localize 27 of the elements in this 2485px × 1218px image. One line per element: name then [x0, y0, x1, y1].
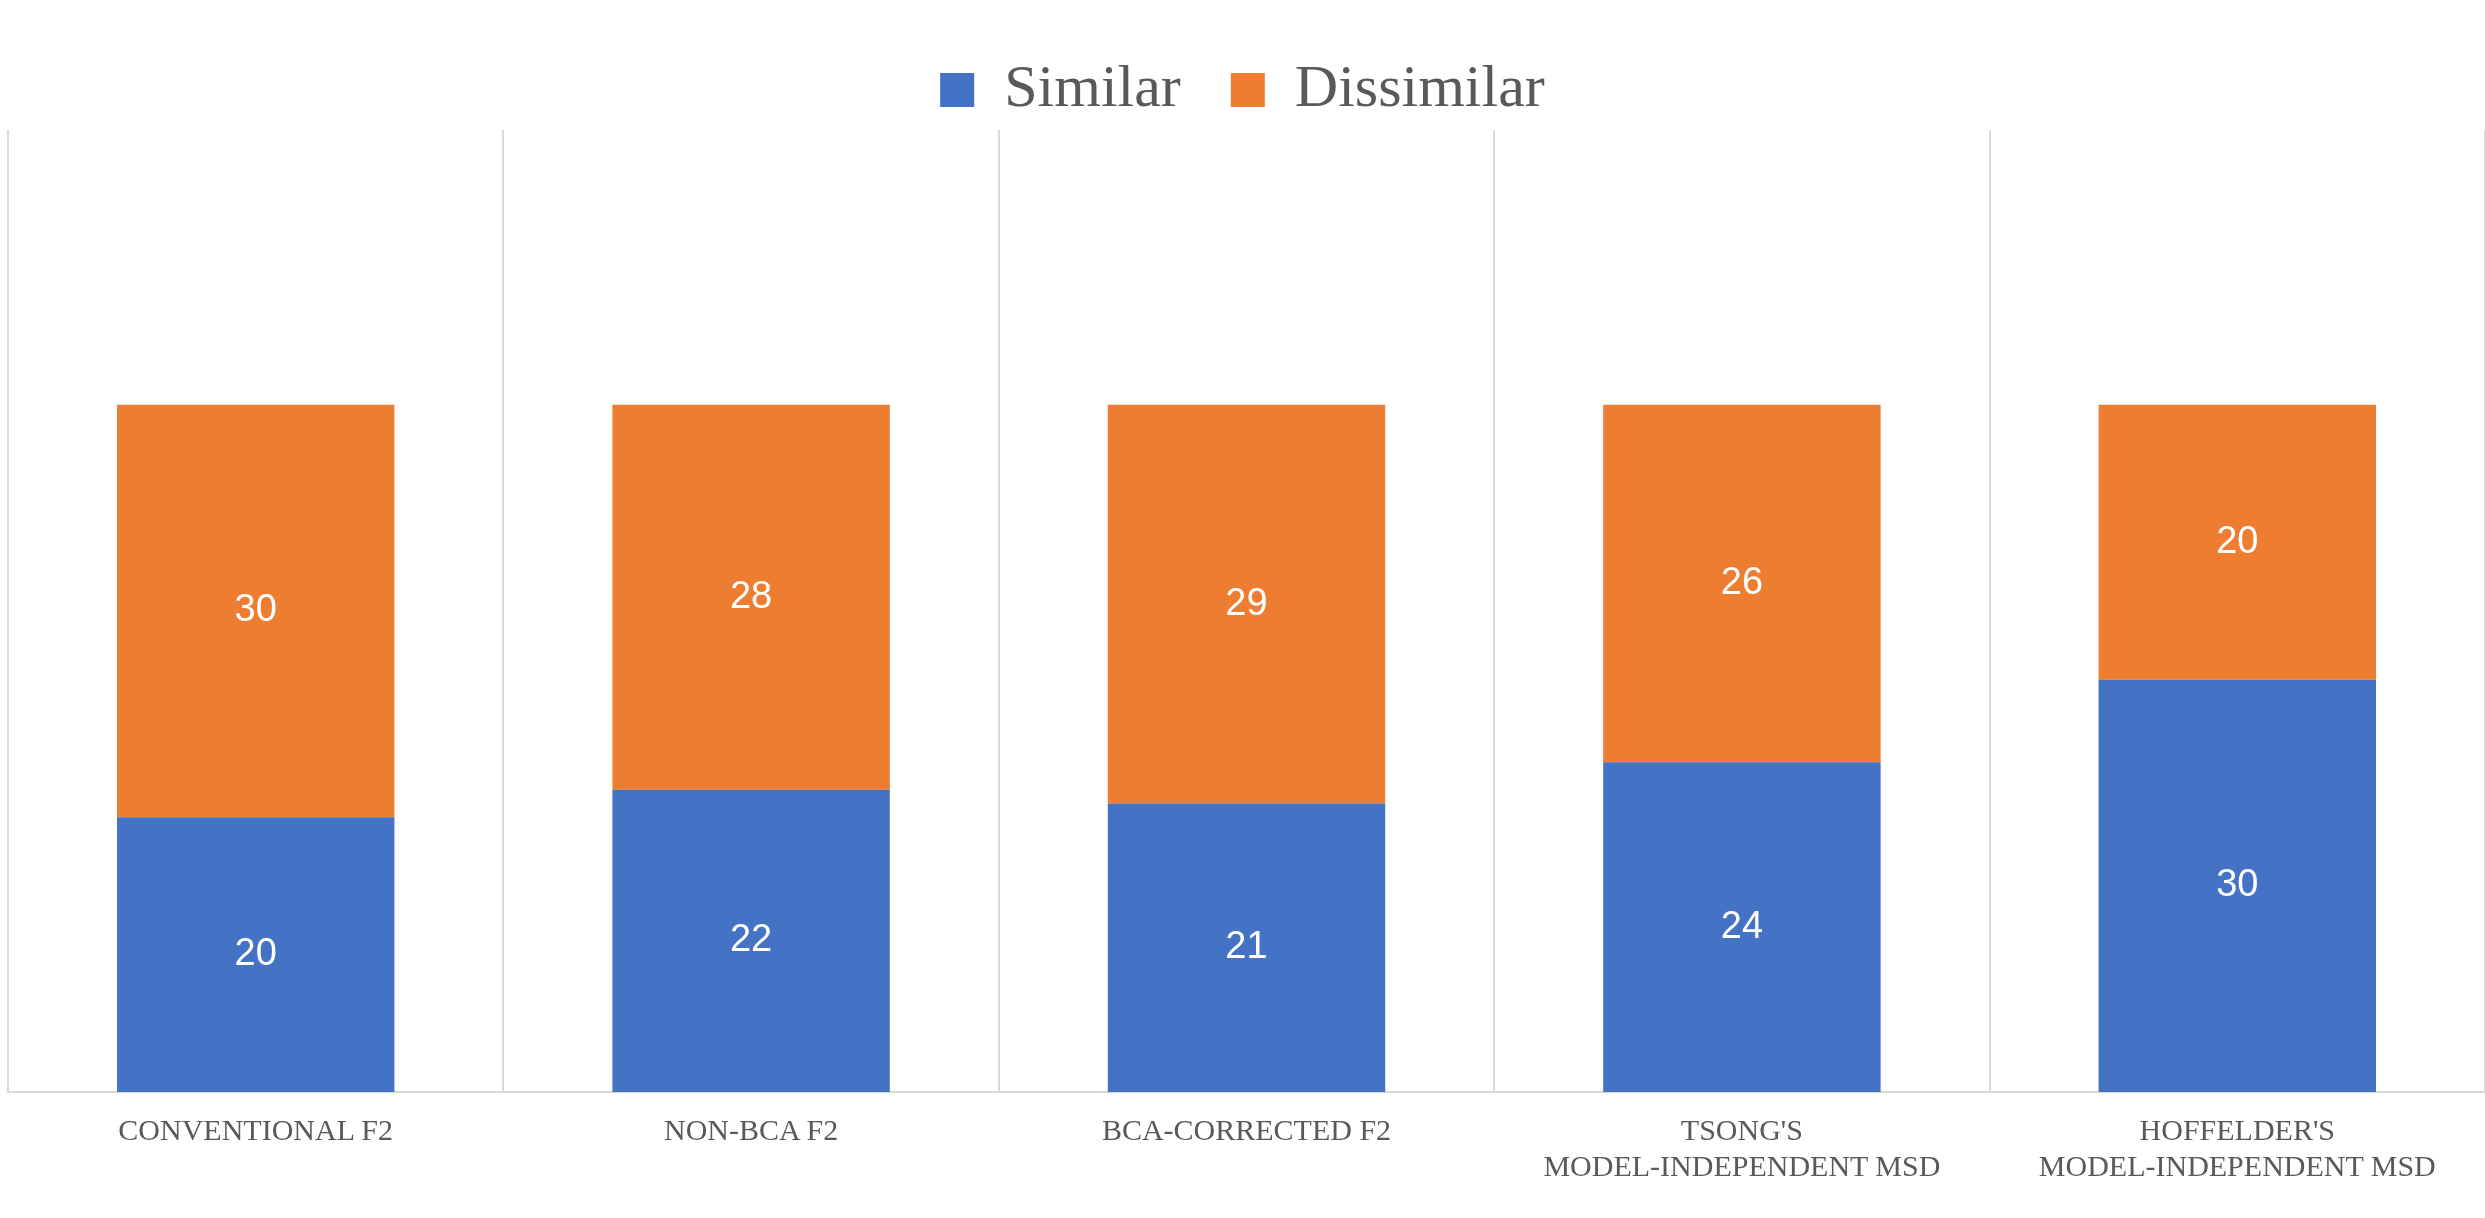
bar: [116, 404, 395, 818]
legend-label: Dissimilar: [1294, 52, 1545, 119]
data-label: 29: [1225, 580, 1268, 623]
bar: [2098, 404, 2377, 680]
x-tick-label: NON-BCA F2: [664, 1112, 839, 1146]
data-label: 22: [729, 917, 773, 960]
bar: [1107, 803, 1386, 1092]
bar: [1603, 762, 1881, 1092]
x-tick-label: BCA-CORRECTED F2: [1101, 1112, 1392, 1146]
bar: [1603, 404, 1881, 763]
x-tick-label: HOFFELDER'S MODEL-INDEPENDENT MSD: [2038, 1112, 2436, 1182]
bar: [612, 404, 890, 790]
data-label: 21: [1225, 924, 1268, 967]
data-label: 26: [1720, 560, 1764, 602]
data-label: 20: [234, 931, 277, 974]
bar: [2098, 679, 2377, 1092]
x-tick-label: CONVENTIONAL F2: [118, 1112, 394, 1146]
legend-label: Similar: [1004, 52, 1181, 119]
bar: [1107, 404, 1386, 804]
data-label: 20: [2216, 518, 2259, 561]
bar: [116, 817, 395, 1092]
data-label: 24: [1720, 903, 1764, 946]
bar: [612, 789, 890, 1092]
data-label: 30: [2216, 862, 2259, 905]
data-label: 30: [234, 587, 277, 630]
data-label: 28: [729, 573, 773, 616]
x-tick-label: TSONG'S MODEL-INDEPENDENT MSD: [1543, 1112, 1941, 1182]
